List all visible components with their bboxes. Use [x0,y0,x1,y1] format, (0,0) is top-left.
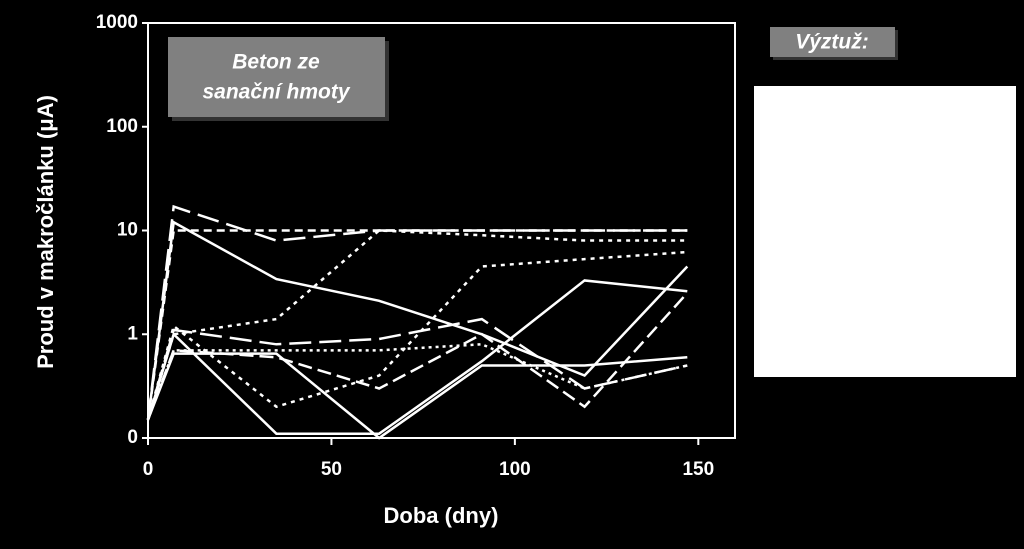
x-tick-label: 100 [499,459,531,480]
y-tick-label: 1 [127,323,138,344]
series-line [146,229,688,420]
series-line [146,343,688,421]
series-line [146,292,689,421]
series-line [146,220,689,420]
x-axis-title: Doba (dny) [384,503,499,528]
note-line: sanační hmoty [202,81,350,104]
y-tick-label: 1000 [96,12,138,33]
y-tick-label: 10 [117,220,138,241]
x-tick-label: 150 [682,459,714,480]
series-line [146,250,688,421]
x-tick-label: 0 [143,459,154,480]
y-tick-label: 0 [127,427,138,448]
series-line [146,352,688,440]
x-tick-label: 50 [321,459,342,480]
legend-title-box [770,27,895,57]
y-axis-title: Proud v makročlánku (μA) [33,95,58,369]
legend-box [754,86,1016,377]
series-line [146,279,688,435]
series-line [146,317,688,421]
note-box [168,37,385,117]
series-line [146,229,688,421]
y-tick-label: 100 [106,116,138,137]
note-line: Beton ze [232,51,320,74]
legend-title: Výztuž: [795,31,869,54]
